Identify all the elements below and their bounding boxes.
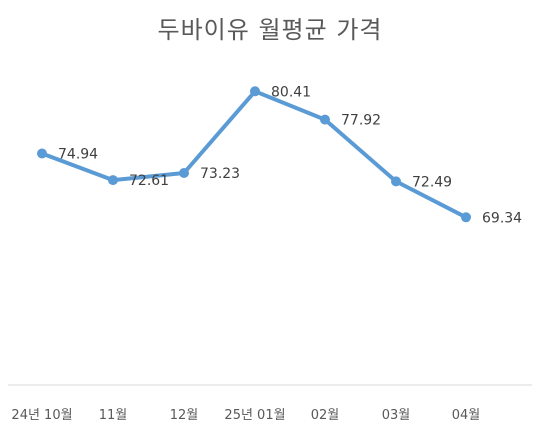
data-label-1: 72.61 [129, 173, 169, 189]
x-tick-label-0: 24년 10월 [11, 408, 72, 423]
data-point-5 [391, 176, 401, 187]
data-point-4 [320, 114, 330, 125]
series-layer [37, 86, 471, 223]
data-label-6: 69.34 [482, 210, 522, 226]
data-label-3: 80.41 [271, 84, 311, 100]
x-tick-labels: 24년 10월 11월 12월 25년 01월 02월 03월 04월 [11, 408, 480, 423]
x-tick-label-3: 25년 01월 [224, 408, 285, 423]
data-labels: 74.94 72.61 73.23 80.41 77.92 72.49 69.34 [58, 84, 522, 226]
data-point-0 [37, 148, 47, 159]
data-label-4: 77.92 [341, 113, 381, 129]
data-point-6 [461, 212, 471, 223]
x-tick-label-1: 11월 [99, 408, 128, 423]
data-point-1 [108, 175, 118, 186]
x-tick-label-5: 03월 [382, 408, 411, 423]
x-tick-label-2: 12월 [170, 408, 199, 423]
data-point-2 [179, 168, 189, 178]
data-label-0: 74.94 [58, 147, 98, 163]
data-label-2: 73.23 [200, 166, 240, 182]
data-point-3 [250, 86, 260, 97]
series-line [40, 89, 468, 220]
data-label-5: 72.49 [412, 174, 452, 190]
chart-title: 두바이유 월평균 가격 [157, 16, 383, 44]
x-tick-label-4: 02월 [311, 408, 340, 423]
x-tick-label-6: 04월 [452, 408, 481, 423]
